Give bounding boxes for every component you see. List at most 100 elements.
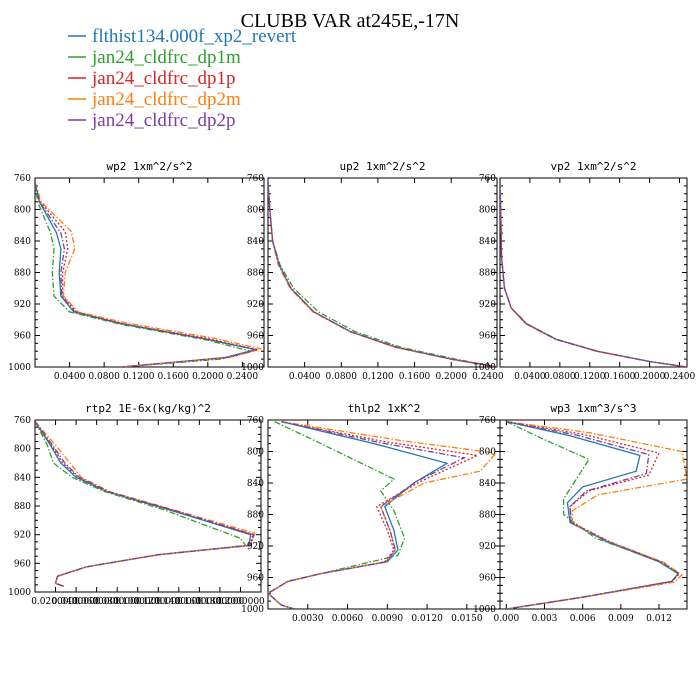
- series-line-1: [506, 420, 680, 609]
- x-tick-label: 0.006: [570, 614, 596, 624]
- y-tick-label: 880: [14, 502, 31, 512]
- x-tick-label: 0.2000000: [216, 597, 265, 607]
- x-tick-label: 0.003: [532, 614, 558, 624]
- y-tick-label: 800: [14, 206, 31, 216]
- plot-frame: [34, 177, 265, 368]
- x-tick-label: 0.0120: [411, 614, 443, 624]
- x-tick-label: 0.2400: [664, 372, 696, 382]
- series-line-3: [506, 420, 681, 609]
- y-tick-label: 920: [247, 542, 264, 552]
- x-tick-label: 0.2000: [634, 372, 666, 382]
- series-line-5: [268, 420, 467, 609]
- series-line-2: [506, 421, 680, 609]
- y-tick-label: 960: [14, 559, 31, 569]
- legend-label: jan24_cldfrc_dp1m: [91, 47, 241, 68]
- y-tick-label: 880: [247, 511, 264, 521]
- series-line-3: [35, 421, 254, 587]
- y-tick-label: 920: [14, 300, 31, 310]
- series-line-5: [268, 181, 497, 367]
- plot-frame: [499, 177, 688, 368]
- series-line-5: [35, 421, 255, 587]
- y-tick-label: 840: [247, 237, 264, 247]
- panels: wp2 1xm^2/s^2 760 800 840 880 920 960 1000 0.040…: [8, 160, 695, 624]
- x-tick-label: 0.1600: [604, 372, 636, 382]
- panel-title: rtp2 1E-6x(kg/kg)^2: [85, 402, 211, 415]
- x-tick-label: 0.0600000: [72, 597, 121, 607]
- x-tick-label: 0.000: [493, 614, 519, 624]
- x-tick-label: 0.0400000: [52, 597, 101, 607]
- x-tick-label: 0.0800: [326, 372, 358, 382]
- panel-4: rtp2 1E-6x(kg/kg)^2 760 800 840 880 920 960 100…: [8, 402, 265, 607]
- panel-title: wp3 1xm^3/s^3: [550, 402, 636, 415]
- x-tick-label: 0.2000: [192, 372, 224, 382]
- y-tick-label: 840: [14, 473, 31, 483]
- y-tick-label: 960: [14, 332, 31, 342]
- series-line-1: [268, 181, 497, 367]
- x-tick-label: 0.0400: [289, 372, 321, 382]
- series-line-4: [500, 181, 687, 367]
- y-tick-label: 960: [247, 332, 264, 342]
- y-tick-label: 760: [247, 174, 264, 184]
- x-tick-label: 0.0800: [544, 372, 576, 382]
- series-line-4: [268, 420, 498, 609]
- y-tick-label: 880: [247, 269, 264, 279]
- plot-frame: [499, 419, 688, 610]
- x-tick-label: 0.0090: [372, 614, 404, 624]
- y-tick-label: 1000: [8, 363, 31, 373]
- series-line-1: [500, 181, 687, 367]
- y-tick-label: 800: [14, 445, 31, 455]
- series-line-4: [35, 181, 262, 367]
- series-line-5: [506, 420, 681, 609]
- y-tick-label: 920: [479, 300, 496, 310]
- y-tick-label: 800: [247, 448, 264, 458]
- panel-6: wp3 1xm^3/s^3 760 800 840 880 920 960 10000.000…: [473, 402, 688, 624]
- y-tick-label: 840: [479, 479, 496, 489]
- x-tick-label: 0.0060: [332, 614, 364, 624]
- panel-2: up2 1xm^2/s^2 760 800 840 880 920 960 1000 0.040…: [241, 160, 504, 382]
- y-tick-label: 880: [479, 269, 496, 279]
- y-tick-label: 840: [14, 237, 31, 247]
- series-line-2: [35, 181, 252, 367]
- panel-5: thlp2 1xK^2 760 800 840 880 920 960 1000 0.0030 0…: [241, 402, 501, 624]
- legend-label: jan24_cldfrc_dp1p: [91, 68, 236, 89]
- panel-3: vp2 1xm^2/s^2 760 800 840 880 920 960 1000 0.040…: [473, 160, 695, 382]
- series-line-1: [268, 420, 449, 609]
- x-tick-label: 0.0800: [88, 372, 120, 382]
- plot-frame: [34, 419, 262, 593]
- legend-label: jan24_cldfrc_dp2m: [91, 89, 241, 110]
- series-line-3: [35, 181, 259, 367]
- y-tick-label: 1000: [473, 363, 496, 373]
- series-line-5: [35, 181, 257, 367]
- y-tick-label: 1000: [241, 605, 264, 615]
- y-tick-label: 800: [479, 448, 496, 458]
- panel-1: wp2 1xm^2/s^2 760 800 840 880 920 960 1000 0.040…: [8, 160, 265, 382]
- y-tick-label: 960: [479, 332, 496, 342]
- x-tick-label: 0.0030: [292, 614, 324, 624]
- x-tick-label: 0.1600000: [175, 597, 224, 607]
- series-line-3: [268, 420, 480, 609]
- y-tick-label: 800: [479, 206, 496, 216]
- panel-title: vp2 1xm^2/s^2: [550, 160, 636, 173]
- y-tick-label: 760: [14, 416, 31, 426]
- x-tick-label: 0.2400: [227, 372, 259, 382]
- x-tick-label: 0.0800000: [93, 597, 142, 607]
- x-tick-label: 0.012: [646, 614, 672, 624]
- legend-label: flthist134.000f_xp2_revert: [92, 26, 297, 47]
- x-tick-label: 0.1200: [362, 372, 394, 382]
- legend: flthist134.000f_xp2_revertjan24_cldfrc_d…: [68, 26, 297, 131]
- y-tick-label: 760: [14, 174, 31, 184]
- y-tick-label: 920: [14, 531, 31, 541]
- y-tick-label: 1000: [473, 605, 496, 615]
- x-tick-label: 0.009: [608, 614, 634, 624]
- y-tick-label: 920: [247, 300, 264, 310]
- x-tick-label: 0.0200000: [31, 597, 80, 607]
- series-line-1: [35, 421, 252, 587]
- y-tick-label: 840: [247, 479, 264, 489]
- x-tick-label: 0.1600: [158, 372, 190, 382]
- x-tick-label: 0.1200: [123, 372, 155, 382]
- y-tick-label: 1000: [241, 363, 264, 373]
- x-tick-label: 0.1200000: [134, 597, 183, 607]
- x-tick-label: 0.1800000: [196, 597, 245, 607]
- x-tick-label: 0.1400000: [154, 597, 203, 607]
